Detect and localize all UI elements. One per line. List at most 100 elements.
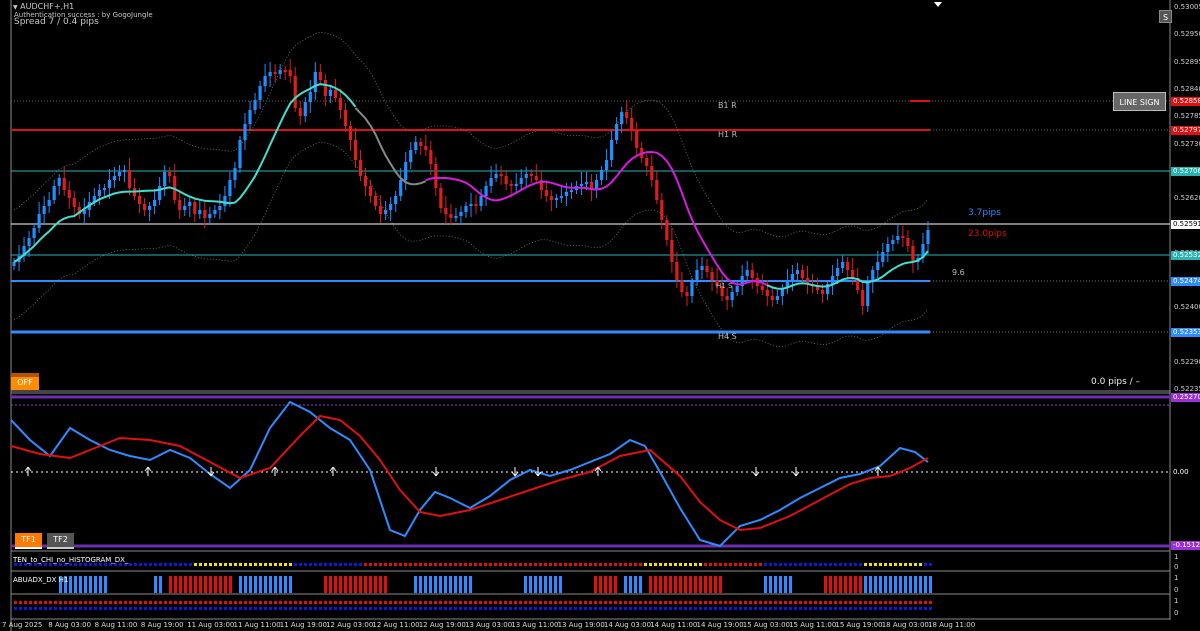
bottom-dot-blue — [119, 607, 122, 610]
bottom-dot-red — [604, 601, 607, 604]
bottom-dot-blue — [274, 607, 277, 610]
bottom-dot-blue — [799, 607, 802, 610]
histogram-dot — [604, 563, 607, 566]
adx-bar — [659, 576, 662, 593]
candle-body — [444, 208, 448, 214]
bottom-dot-red — [444, 601, 447, 604]
adx-bar — [189, 576, 192, 593]
candle-body — [484, 186, 488, 196]
bottom-dot-blue — [304, 607, 307, 610]
pips-blue-label: 3.7pips — [968, 208, 1001, 218]
scroll-marker-icon — [934, 2, 942, 7]
bottom-dot-blue — [924, 607, 927, 610]
bottom-dot-red — [134, 601, 137, 604]
bottom-dot-blue — [259, 607, 262, 610]
candle-body — [539, 180, 543, 190]
bottom-dot-blue — [84, 607, 87, 610]
adx-bar — [884, 576, 887, 593]
histogram-dot — [239, 563, 242, 566]
auth-message: Authentication success : by GogoJungle — [14, 11, 153, 19]
histogram-dot — [134, 563, 137, 566]
candle-body — [846, 262, 850, 270]
adx-bar — [74, 576, 77, 593]
bottom-dot-blue — [769, 607, 772, 610]
dropdown-triangle-icon[interactable]: ▼ — [13, 4, 18, 11]
bottom-dot-red — [224, 601, 227, 604]
candle-body — [158, 186, 162, 200]
adx-bar — [919, 576, 922, 593]
bottom-dot-blue — [444, 607, 447, 610]
off-button[interactable]: OFF — [11, 373, 39, 390]
bottom-dot-red — [374, 601, 377, 604]
candle-body — [333, 90, 338, 98]
sub-axis-label: 0 — [1174, 563, 1179, 571]
adx-bar — [269, 576, 272, 593]
candle-body — [881, 252, 885, 262]
bottom-dot-blue — [344, 607, 347, 610]
histogram-dot — [774, 563, 777, 566]
adx-bar — [544, 576, 547, 593]
bottom-dot-red — [559, 601, 562, 604]
histogram-dot — [174, 563, 177, 566]
histogram-dot — [764, 563, 767, 566]
candle-body — [163, 172, 167, 186]
histogram-dot — [374, 563, 377, 566]
tf1-button[interactable]: TF1 — [15, 533, 42, 549]
bottom-dot-blue — [574, 607, 577, 610]
bottom-dot-blue — [339, 607, 342, 610]
bottom-dot-red — [879, 601, 882, 604]
histogram-dot — [379, 563, 382, 566]
bottom-dot-blue — [59, 607, 62, 610]
bottom-dot-red — [264, 601, 267, 604]
bottom-dot-red — [894, 601, 897, 604]
histogram-dot — [464, 563, 467, 566]
histogram-dot — [529, 563, 532, 566]
candle-body — [610, 140, 614, 160]
bottom-dot-red — [654, 601, 657, 604]
histogram-dot — [89, 563, 92, 566]
bottom-dot-red — [414, 601, 417, 604]
histogram-dot — [904, 563, 907, 566]
bottom-dot-red — [379, 601, 382, 604]
candle-body — [107, 180, 112, 188]
bottom-dot-red — [524, 601, 527, 604]
bottom-dot-blue — [154, 607, 157, 610]
bottom-dot-blue — [559, 607, 562, 610]
bottom-dot-blue — [524, 607, 527, 610]
bottom-dot-red — [534, 601, 537, 604]
histogram-dot — [779, 563, 782, 566]
histogram-dot — [784, 563, 787, 566]
histogram-dot — [414, 563, 417, 566]
histogram-dot — [624, 563, 627, 566]
candle-body — [127, 170, 132, 188]
candle-body — [353, 140, 358, 160]
candle-body — [841, 262, 845, 268]
adx-bar — [274, 576, 277, 593]
bottom-dot-red — [319, 601, 322, 604]
adx-bar — [789, 576, 792, 593]
candle-body — [218, 206, 222, 210]
histogram-dot — [869, 563, 872, 566]
histogram-dot — [484, 563, 487, 566]
bottom-dot-blue — [859, 607, 862, 610]
bottom-dot-red — [24, 601, 27, 604]
bottom-dot-red — [914, 601, 917, 604]
histogram-dot — [194, 563, 197, 566]
line-sign-button[interactable]: LINE SIGN — [1113, 92, 1166, 111]
bottom-dot-blue — [464, 607, 467, 610]
candle-body — [474, 204, 478, 206]
adx-bar — [874, 576, 877, 593]
bottom-dot-blue — [254, 607, 257, 610]
adx-bar — [624, 576, 627, 593]
candle-body — [815, 286, 820, 290]
bottom-dot-blue — [719, 607, 722, 610]
signal-down-arrow-icon — [752, 467, 760, 477]
close-s-button[interactable]: S — [1159, 10, 1172, 23]
histogram-dot — [924, 563, 927, 566]
candle-body — [22, 246, 26, 256]
adx-bar — [244, 576, 247, 593]
tf2-button[interactable]: TF2 — [47, 533, 74, 549]
bottom-dot-blue — [249, 607, 252, 610]
